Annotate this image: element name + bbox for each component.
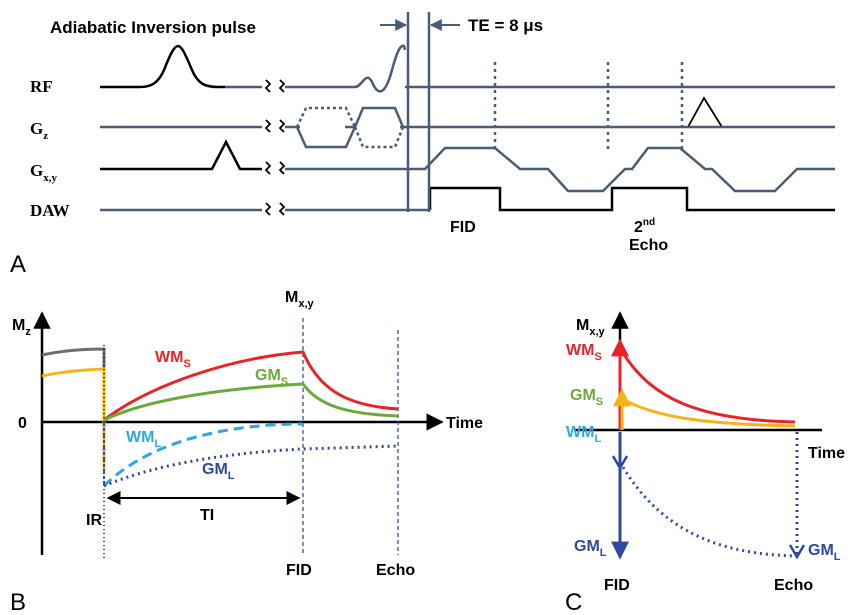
time-label-c: Time: [808, 445, 845, 462]
adiabatic-inversion-pulse: [100, 44, 225, 89]
gz-label: Gz: [30, 119, 48, 142]
daw-acquisition: [428, 186, 835, 212]
panel-a: A Adiabatic Inversion pulse RF Gz Gx,y D…: [10, 12, 835, 278]
gms-decay: [619, 396, 796, 428]
te-label: TE = 8 μs: [468, 16, 543, 35]
daw-row: [100, 186, 835, 216]
gml-label-c-left: GML: [574, 538, 607, 559]
gms-label-c: GMS: [570, 387, 603, 408]
te-markers: [380, 12, 460, 212]
echo-label-c: Echo: [774, 577, 813, 594]
gms-curve: [103, 382, 399, 422]
wms-label-b: WMS: [155, 349, 191, 370]
rf-break: [264, 79, 286, 93]
gz-lobe-solid-1: [295, 126, 357, 149]
gz-row: [100, 106, 835, 149]
gml-arrowhead-mid: [611, 455, 629, 471]
ir-label: IR: [86, 512, 102, 529]
gxy-label: Gx,y: [30, 161, 57, 184]
gml-recovery: [618, 461, 796, 558]
gxy-row: [100, 139, 835, 193]
panel-b: B Mz Mx,y 0 Time WMS GMS WML GML TI IR F…: [10, 289, 483, 615]
fid-label-b: FID: [286, 562, 312, 579]
zero-label: 0: [18, 415, 27, 432]
gml-label-c-right: GML: [808, 542, 841, 563]
rf-row: [100, 44, 835, 128]
mxy-label-b: Mx,y: [285, 289, 315, 310]
fid-label-c: FID: [604, 577, 630, 594]
inversion-pulse-title: Adiabatic Inversion pulse: [50, 18, 256, 37]
gms-label-b: GMS: [255, 367, 288, 388]
gml-curve: [103, 444, 399, 488]
mxy-label-c: Mx,y: [576, 317, 606, 338]
wml-label-b: WML: [126, 429, 161, 450]
wms-decay: [618, 347, 796, 424]
wms-curve: [103, 350, 399, 422]
rf-label: RF: [30, 77, 53, 96]
ti-label: TI: [200, 507, 214, 524]
gxy-break: [264, 161, 286, 175]
echo-markers: [493, 62, 684, 150]
pre-ir-yellow: [41, 367, 106, 470]
time-label-b: Time: [446, 415, 483, 432]
daw-label: DAW: [30, 201, 70, 220]
pre-ir-gray: [41, 347, 106, 420]
gz-lobe-dotted-1: [295, 106, 357, 128]
panel-a-letter: A: [10, 251, 26, 278]
wml-label-c: WML: [566, 424, 601, 445]
gxy-spoiler: [100, 139, 262, 171]
panel-b-letter: B: [10, 589, 26, 615]
mz-label: Mz: [12, 317, 31, 338]
rf-baseline-mid: [285, 44, 407, 93]
panel-c-letter: C: [565, 589, 582, 615]
echo-arrowhead-c: [788, 544, 806, 560]
wml-curve: [102, 422, 304, 488]
echo-word-label: Echo: [629, 237, 668, 254]
gml-label-b: GML: [202, 461, 235, 482]
panel-c: C Mx,y Time WMS GMS WML GML GML FID Echo: [565, 311, 845, 615]
wms-label-c: WMS: [566, 342, 602, 363]
gxy-readout: [285, 146, 835, 193]
echo-label-b: Echo: [376, 562, 415, 579]
gz-lobe-solid-2: [353, 106, 405, 128]
second-echo-label: 2nd: [634, 217, 655, 236]
fid-label-a: FID: [450, 219, 476, 236]
gz-break: [264, 119, 286, 133]
daw-break: [264, 202, 286, 216]
gz-lobe-dotted-2: [353, 126, 405, 149]
crusher-triangle: [687, 96, 723, 128]
